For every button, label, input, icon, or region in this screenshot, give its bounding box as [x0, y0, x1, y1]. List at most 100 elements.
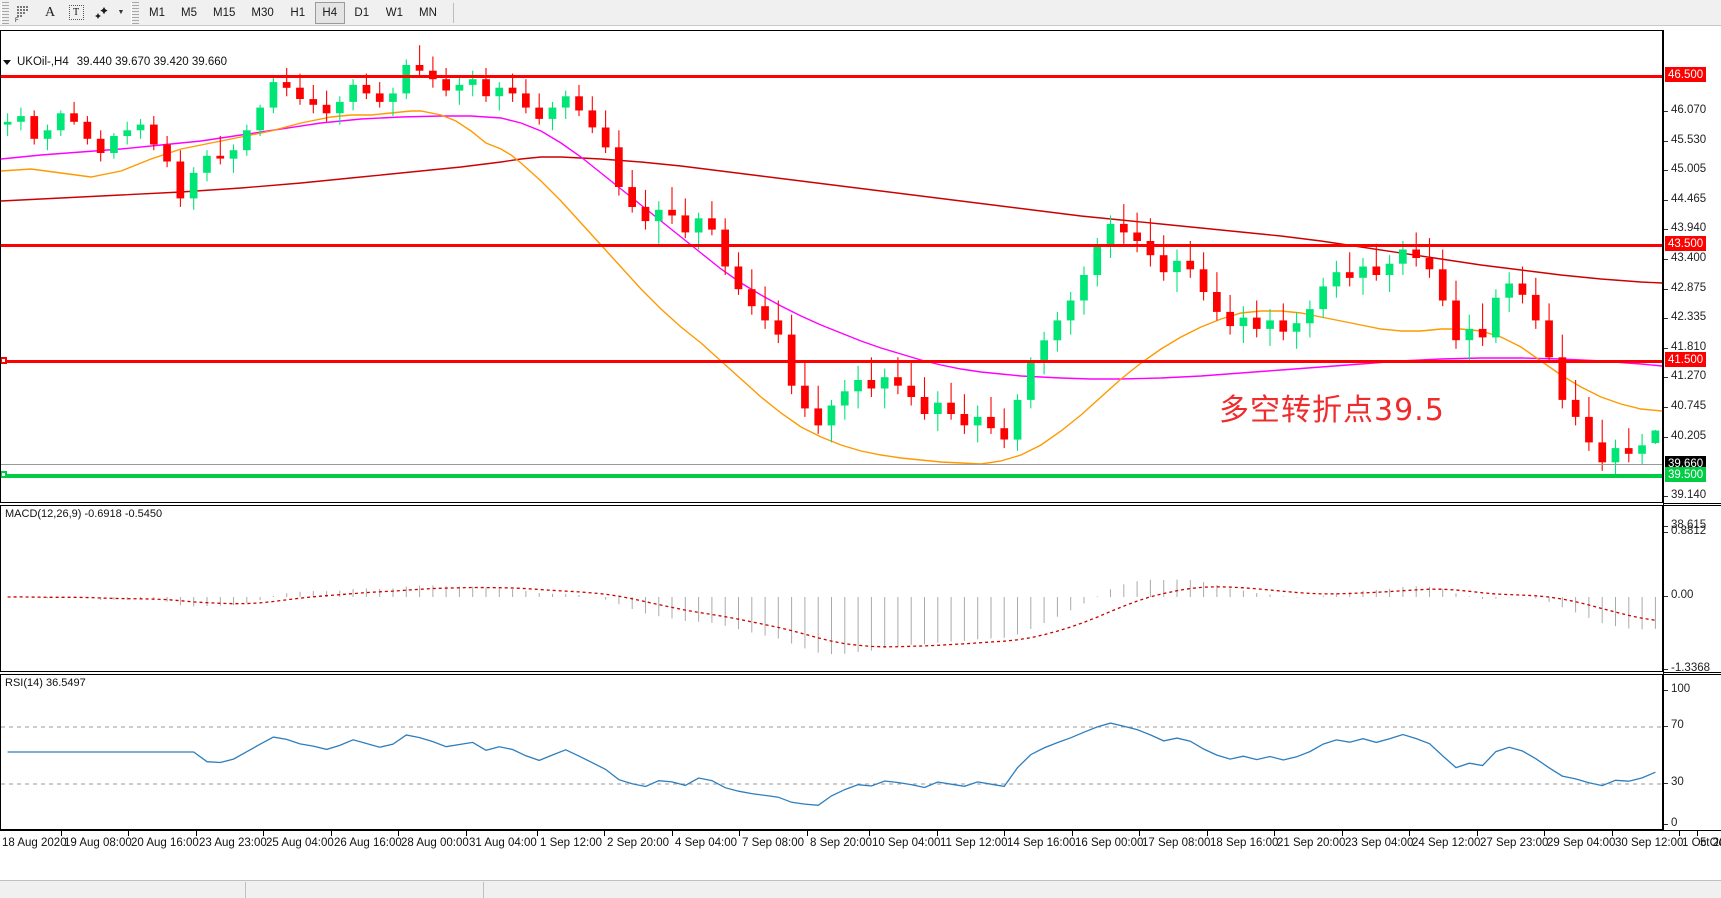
- timeframe-h1[interactable]: H1: [290, 6, 306, 19]
- candlestick-series: [3, 45, 1660, 477]
- axis-tick-dash: [1664, 689, 1668, 691]
- time-axis-label: 4 Sep 04:00: [675, 837, 738, 849]
- time-tick: [1139, 831, 1140, 836]
- timeframe-w1[interactable]: W1: [385, 6, 403, 19]
- time-axis-label: 19 Aug 08:00: [64, 837, 132, 849]
- macd-histogram: [20, 579, 1656, 655]
- time-axis-label: 17 Sep 08:00: [1142, 837, 1211, 849]
- time-tick: [1004, 831, 1005, 836]
- price-pane[interactable]: 多空转折点39.5: [0, 30, 1663, 503]
- time-tick: [128, 831, 129, 836]
- timeframe-m1[interactable]: M1: [149, 6, 165, 19]
- macd-pane[interactable]: MACD(12,26,9) -0.6918 -0.5450: [0, 505, 1663, 672]
- timeframe-toolbar-grip[interactable]: [131, 1, 139, 24]
- price-badge[interactable]: 41.500: [1665, 352, 1707, 367]
- axis-separator-macd2: [1664, 505, 1721, 506]
- axis-tick-label: 42.875: [1671, 282, 1707, 295]
- time-axis-label: 24 Sep 12:00: [1412, 837, 1481, 849]
- time-axis-label: 20 Aug 16:00: [131, 837, 199, 849]
- time-axis-label: 8 Sep 20:00: [810, 837, 873, 849]
- time-axis-label: 31 Aug 04:00: [469, 837, 537, 849]
- time-axis-label: 30 Sep 12:00: [1615, 837, 1684, 849]
- time-axis-label: 11 Sep 12:00: [940, 837, 1008, 849]
- level-line-46500[interactable]: [1, 75, 1662, 78]
- crosshair-icon[interactable]: F: [11, 1, 37, 25]
- text-label-icon[interactable]: A: [37, 1, 63, 25]
- timeframe-m30[interactable]: M30: [251, 6, 274, 19]
- symbol-dropdown-caret-icon[interactable]: [3, 59, 11, 65]
- time-tick: [1477, 831, 1478, 836]
- axis-tick-label: 39.140: [1671, 489, 1707, 502]
- symbol-name-label: UKOil-,H4: [17, 56, 69, 68]
- time-axis-label: 23 Aug 23:00: [199, 837, 267, 849]
- time-axis-label: 23 Sep 04:00: [1345, 837, 1414, 849]
- chart-annotation-text[interactable]: 多空转折点39.5: [1219, 393, 1445, 428]
- timeframe-group: M1 M5 M15 M30 H1 H4 D1 W1 MN: [141, 0, 445, 26]
- time-tick: [1072, 831, 1073, 836]
- drawing-tools-icon[interactable]: [89, 1, 115, 25]
- time-axis-label: 18 Sep 16:00: [1210, 837, 1279, 849]
- time-axis-label: 1 Oct 20:00: [1682, 837, 1721, 849]
- drawing-tools-dropdown-icon[interactable]: ▼: [117, 9, 125, 16]
- axis-tick-label: 43.940: [1671, 222, 1707, 235]
- axis-tick-dash: [1664, 169, 1668, 171]
- time-tick: [739, 831, 740, 836]
- text-object-icon[interactable]: T: [63, 1, 89, 25]
- text-object-glyph: T: [68, 5, 84, 20]
- time-tick: [466, 831, 467, 836]
- time-tick: [1544, 831, 1545, 836]
- axis-tick-label: 45.005: [1671, 163, 1707, 176]
- symbol-header: UKOil-,H4 39.440 39.670 39.420 39.660: [3, 56, 227, 68]
- timeframe-m5[interactable]: M5: [181, 6, 197, 19]
- last-price-line: [1, 464, 1662, 465]
- time-tick: [263, 831, 264, 836]
- axis-tick-label: 41.810: [1671, 341, 1707, 354]
- chart-canvas-area[interactable]: UKOil-,H4 39.440 39.670 39.420 39.660: [0, 26, 1721, 880]
- ma-orange-line: [1, 110, 1662, 465]
- status-cell-left: [0, 881, 246, 898]
- rsi-pane[interactable]: RSI(14) 36.5497: [0, 674, 1663, 830]
- axis-tick-label: 100: [1671, 683, 1691, 696]
- axis-tick-dash: [1664, 258, 1668, 260]
- level-line-39500[interactable]: [1, 471, 1662, 478]
- timeframe-h4[interactable]: H4: [314, 1, 345, 24]
- axis-tick-label: 40.205: [1671, 430, 1707, 443]
- time-axis-label: 29 Sep 04:00: [1547, 837, 1616, 849]
- time-axis-label: 21 Sep 20:00: [1277, 837, 1346, 849]
- level-line-41500[interactable]: [1, 357, 1662, 364]
- price-badge[interactable]: 39.500: [1665, 467, 1707, 482]
- toolbar-divider: [452, 2, 454, 23]
- price-axis[interactable]: 46.070 45.530 45.005 44.465 43.940 43.400 42.8…: [1663, 30, 1721, 830]
- time-tick: [1207, 831, 1208, 836]
- toolbar-grip-handle[interactable]: [1, 1, 9, 24]
- crosshair-f-marker: F: [15, 17, 19, 24]
- axis-tick-dash: [1664, 531, 1668, 533]
- axis-tick-dash: [1664, 110, 1668, 112]
- axis-tick-dash: [1664, 668, 1668, 670]
- axis-separator-macd: [1664, 503, 1721, 504]
- level-handle-39500[interactable]: [1, 471, 7, 478]
- time-tick: [398, 831, 399, 836]
- time-tick: [672, 831, 673, 836]
- axis-separator-rsi: [1664, 672, 1721, 673]
- timeframe-d1[interactable]: D1: [354, 6, 370, 19]
- time-tick: [807, 831, 808, 836]
- level-line-43500[interactable]: [1, 244, 1662, 247]
- price-badge[interactable]: 46.500: [1665, 67, 1707, 82]
- axis-tick-label: 45.530: [1671, 134, 1707, 147]
- rsi-plot: [1, 722, 1662, 806]
- time-tick: [1274, 831, 1275, 836]
- axis-tick-dash: [1664, 725, 1668, 727]
- axis-tick-label: 41.270: [1671, 370, 1707, 383]
- level-handle-41500[interactable]: [1, 357, 7, 364]
- rsi-label: RSI(14) 36.5497: [5, 677, 86, 689]
- ma-magenta-line: [1, 115, 1662, 380]
- time-tick: [1612, 831, 1613, 836]
- price-badge[interactable]: 43.500: [1665, 236, 1707, 251]
- time-axis[interactable]: 18 Aug 2020 19 Aug 08:00 20 Aug 16:00 23 Au…: [0, 830, 1721, 858]
- axis-tick-dash: [1664, 317, 1668, 319]
- text-label-glyph: A: [44, 4, 56, 20]
- timeframe-m15[interactable]: M15: [213, 6, 236, 19]
- time-axis-label: 14 Sep 16:00: [1007, 837, 1076, 849]
- timeframe-mn[interactable]: MN: [419, 6, 437, 19]
